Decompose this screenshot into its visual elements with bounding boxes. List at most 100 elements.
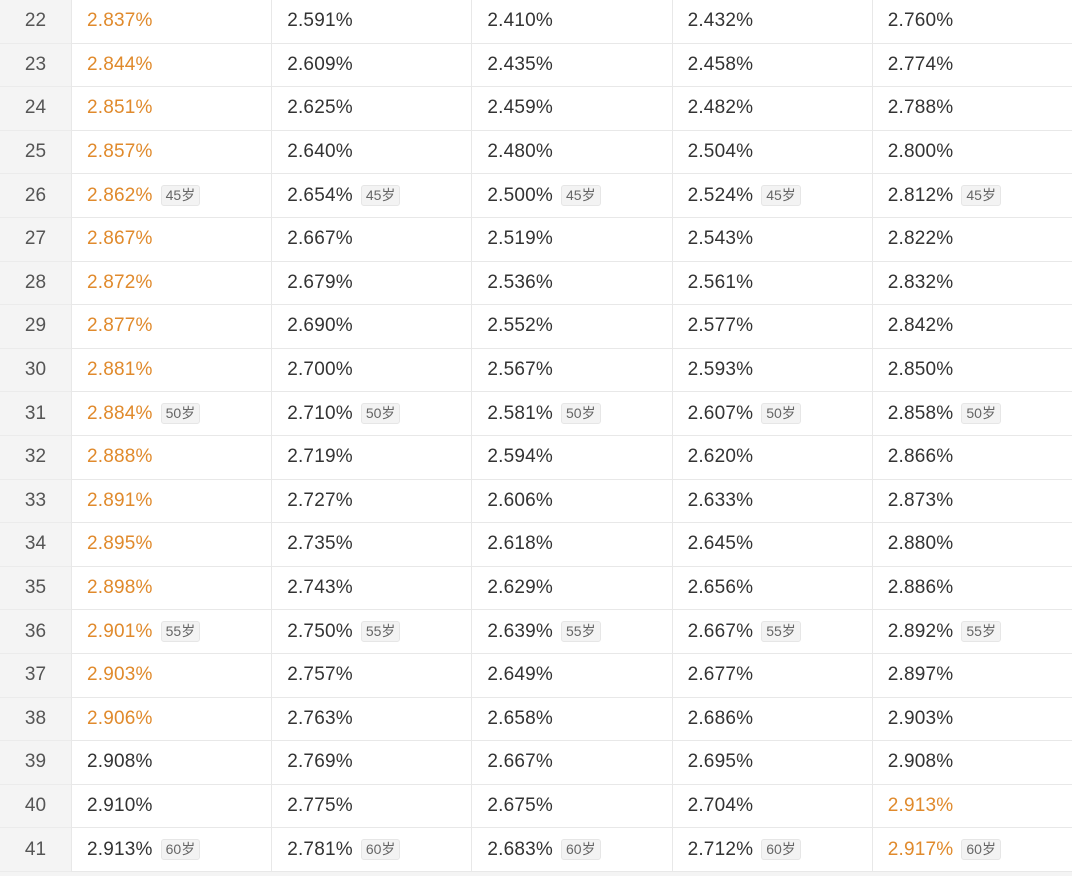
- table-cell: 2.504%: [671, 130, 872, 175]
- table-cell: 2.908%: [71, 741, 272, 785]
- table-cell: 2.458%: [671, 43, 872, 88]
- rate-value: 2.727%: [287, 489, 353, 511]
- rate-value: 2.609%: [287, 53, 353, 75]
- row-index: 41: [0, 828, 71, 872]
- row-index: 34: [0, 523, 71, 567]
- table-row: 37 2.903% 2.757% 2.649% 2.677% 2.897%: [0, 653, 1072, 698]
- rate-value: 2.639%: [487, 620, 554, 642]
- rate-value: 2.895%: [87, 533, 153, 555]
- rate-value: 2.884%: [87, 402, 153, 424]
- age-badge: 45岁: [360, 185, 401, 207]
- row-index: 35: [0, 566, 71, 611]
- rate-value: 2.649%: [487, 664, 554, 686]
- rate-value: 2.519%: [487, 228, 554, 250]
- rate-value: 2.750%: [287, 620, 353, 642]
- row-index: 32: [0, 435, 71, 480]
- table-cell: 2.719%: [271, 435, 472, 480]
- age-badge: 60岁: [561, 839, 601, 861]
- table-cell: 2.594%: [471, 435, 672, 480]
- rate-value: 2.667%: [487, 751, 554, 773]
- table-cell: 2.901% 55岁: [71, 610, 272, 654]
- age-badge: 55岁: [761, 621, 801, 643]
- row-index: 31: [0, 392, 71, 436]
- table-cell: 2.775%: [271, 784, 472, 829]
- table-cell: 2.667%: [271, 217, 472, 262]
- row-index: 39: [0, 741, 71, 785]
- table-cell: 2.892% 55岁: [871, 610, 1072, 654]
- rate-value: 2.735%: [287, 533, 353, 555]
- table-cell: 2.667% 55岁: [671, 610, 872, 654]
- rate-value: 2.903%: [87, 664, 153, 686]
- age-badge: 60岁: [160, 839, 201, 861]
- rate-value: 2.410%: [487, 10, 554, 32]
- table-cell: 2.872%: [71, 261, 272, 306]
- age-badge: 50岁: [360, 403, 401, 425]
- row-index: 29: [0, 305, 71, 349]
- rate-value: 2.873%: [887, 489, 954, 511]
- rate-value: 2.812%: [887, 184, 954, 206]
- table-cell: 2.727%: [271, 479, 472, 524]
- table-cell: 2.898%: [71, 566, 272, 611]
- rate-value: 2.901%: [87, 620, 153, 642]
- table-row: 39 2.908% 2.769% 2.667% 2.695% 2.908%: [0, 741, 1072, 785]
- table-cell: 2.606%: [471, 479, 672, 524]
- table-cell: 2.712% 60岁: [671, 828, 872, 872]
- rate-value: 2.667%: [687, 620, 754, 642]
- table-cell: 2.880%: [871, 523, 1072, 567]
- rate-value: 2.480%: [487, 141, 554, 163]
- table-cell: 2.639% 55岁: [471, 610, 672, 654]
- table-row: 41 2.913% 60岁 2.781% 60岁 2.683% 60岁 2.712% 60岁 2.…: [0, 828, 1072, 872]
- table-cell: 2.633%: [671, 479, 872, 524]
- table-cell: 2.432%: [671, 0, 872, 44]
- table-cell: 2.903%: [871, 697, 1072, 742]
- table-cell: 2.884% 50岁: [71, 392, 272, 436]
- table-cell: 2.917% 60岁: [871, 828, 1072, 872]
- rate-value: 2.757%: [287, 664, 353, 686]
- table-cell: 2.658%: [471, 697, 672, 742]
- table-cell: 2.886%: [871, 566, 1072, 611]
- table-cell: 2.567%: [471, 348, 672, 393]
- table-cell: 2.903%: [71, 653, 272, 698]
- table-cell: 2.800%: [871, 130, 1072, 175]
- age-badge: 60岁: [360, 839, 401, 861]
- rate-value: 2.763%: [287, 707, 353, 729]
- row-index: 30: [0, 348, 71, 393]
- table-cell: 2.500% 45岁: [471, 174, 672, 218]
- rate-value: 2.774%: [887, 53, 954, 75]
- table-cell: 2.459%: [471, 87, 672, 131]
- table-cell: 2.822%: [871, 217, 1072, 262]
- table-cell: 2.609%: [271, 43, 472, 88]
- age-badge: 45岁: [761, 185, 801, 207]
- table-cell: 2.913% 60岁: [71, 828, 272, 872]
- age-badge: 45岁: [961, 185, 1001, 207]
- age-badge: 50岁: [961, 403, 1001, 425]
- age-badge: 50岁: [160, 403, 201, 425]
- rate-value: 2.633%: [687, 489, 754, 511]
- rate-value: 2.679%: [287, 271, 353, 293]
- rate-value: 2.903%: [887, 707, 954, 729]
- rate-value: 2.459%: [487, 97, 554, 119]
- rate-value: 2.910%: [87, 794, 153, 816]
- rate-value: 2.712%: [687, 838, 754, 860]
- rate-value: 2.908%: [887, 751, 954, 773]
- table-cell: 2.906%: [71, 697, 272, 742]
- rate-value: 2.788%: [887, 97, 954, 119]
- rate-value: 2.675%: [487, 794, 554, 816]
- table-cell: 2.690%: [271, 305, 472, 349]
- rate-value: 2.897%: [887, 664, 954, 686]
- row-index: 22: [0, 0, 71, 44]
- table-cell: 2.757%: [271, 653, 472, 698]
- rate-value: 2.654%: [287, 184, 353, 206]
- table-row: 32 2.888% 2.719% 2.594% 2.620% 2.866%: [0, 435, 1072, 480]
- table-row: 31 2.884% 50岁 2.710% 50岁 2.581% 50岁 2.607% 50岁 2.…: [0, 392, 1072, 436]
- table-cell: 2.857%: [71, 130, 272, 175]
- table-row: 40 2.910% 2.775% 2.675% 2.704% 2.913%: [0, 784, 1072, 829]
- table-cell: 2.686%: [671, 697, 872, 742]
- table-row: 28 2.872% 2.679% 2.536% 2.561% 2.832%: [0, 261, 1072, 306]
- age-badge: 60岁: [761, 839, 801, 861]
- table-cell: 2.410%: [471, 0, 672, 44]
- table-cell: 2.695%: [671, 741, 872, 785]
- age-badge: 55岁: [160, 621, 201, 643]
- table-cell: 2.888%: [71, 435, 272, 480]
- table-cell: 2.867%: [71, 217, 272, 262]
